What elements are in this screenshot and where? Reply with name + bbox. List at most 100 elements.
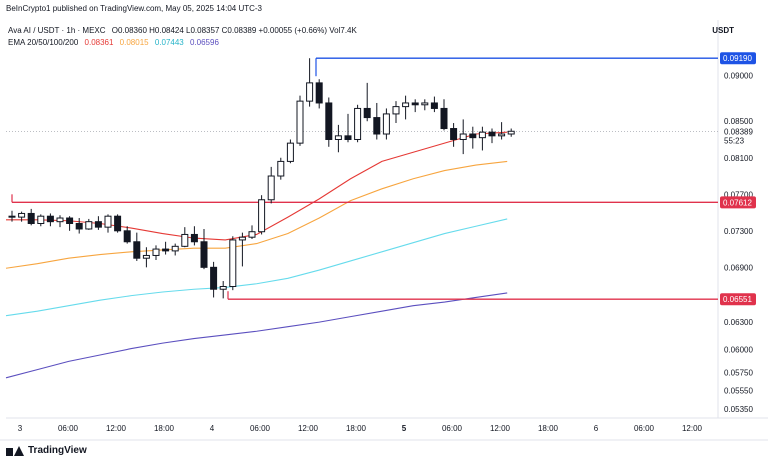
candle-body: [334, 135, 342, 140]
candle-body: [18, 212, 26, 218]
symbol-legend: Ava AI / USDT · 1h · MEXC O0.08360 H0.08…: [8, 26, 361, 35]
ema-line-ema-200: [5, 292, 508, 379]
candle-body: [114, 215, 122, 232]
candle-body: [277, 160, 285, 177]
candle-body: [315, 82, 323, 104]
ema-line-ema-50: [5, 160, 508, 269]
price-level-label: 0.07612: [723, 198, 752, 207]
candle-body: [488, 131, 496, 137]
ema50-value: 0.08015: [119, 38, 149, 47]
candle-body: [296, 100, 304, 144]
candle-body: [306, 82, 314, 102]
y-tick-label: 0.07300: [724, 227, 753, 236]
price-level-tag: [720, 293, 756, 306]
x-tick-label: 6: [594, 424, 599, 433]
ohlc-readout: O0.08360 H0.08424 L0.08357 C0.08389 +0.0…: [111, 26, 357, 35]
candle-body: [66, 217, 74, 224]
x-tick-label: 12:00: [490, 424, 511, 433]
tradingview-brand: TradingView: [28, 445, 87, 456]
y-tick-label: 0.08500: [724, 117, 753, 126]
candle-body: [267, 175, 275, 201]
candle-body: [344, 135, 352, 140]
candle-body: [85, 221, 93, 230]
candle-body: [219, 286, 227, 290]
price-level-tag: [720, 196, 756, 209]
y-tick-label: 0.06300: [724, 318, 753, 327]
ema200-value: 0.06596: [189, 38, 219, 47]
candle-body: [430, 102, 438, 109]
candle-body: [450, 128, 458, 140]
countdown-label: 55:23: [724, 136, 745, 145]
x-tick-label: 3: [18, 424, 23, 433]
x-tick-label: 12:00: [682, 424, 703, 433]
candle-body: [171, 245, 179, 252]
ema-label[interactable]: EMA 20/50/100/200: [8, 38, 79, 47]
last-price-label: 0.08389: [724, 127, 753, 136]
y-tick-label: 0.05350: [724, 405, 753, 414]
ema-line-ema-100: [5, 218, 508, 317]
candle-body: [162, 248, 170, 252]
price-level-label: 0.06551: [723, 295, 752, 304]
candle-body: [478, 131, 486, 139]
candle-body: [354, 107, 362, 140]
x-tick-label: 06:00: [58, 424, 79, 433]
candle-body: [286, 142, 294, 162]
symbol-label[interactable]: Ava AI / USDT · 1h · MEXC: [8, 26, 106, 35]
candle-body: [142, 254, 150, 259]
candle-body: [469, 133, 477, 139]
candle-body: [238, 236, 246, 241]
candle-body: [363, 107, 371, 119]
x-tick-label: 18:00: [154, 424, 175, 433]
y-tick-label: 0.07700: [724, 190, 753, 199]
y-tick-label: 0.05750: [724, 368, 753, 377]
candle-body: [152, 248, 160, 256]
candle-body: [8, 215, 16, 218]
y-tick-label: 0.05550: [724, 387, 753, 396]
ema-legend: EMA 20/50/100/200 0.08361 0.08015 0.0744…: [8, 38, 223, 47]
candle-body: [210, 266, 218, 290]
x-tick-label: 12:00: [106, 424, 127, 433]
candle-body: [325, 102, 333, 140]
candle-body: [459, 133, 467, 140]
candle-body: [181, 233, 189, 247]
candle-body: [104, 215, 112, 228]
candle-body: [27, 212, 35, 224]
x-tick-label: 06:00: [442, 424, 463, 433]
candle-body: [133, 241, 141, 259]
x-tick-label: 18:00: [538, 424, 559, 433]
candle-body: [411, 102, 419, 106]
candle-body: [248, 231, 256, 238]
candle-body: [123, 230, 131, 243]
y-tick-label: 0.09000: [724, 72, 753, 81]
x-tick-label: 06:00: [250, 424, 271, 433]
price-level-tag: [720, 52, 756, 65]
candle-body: [94, 221, 102, 228]
x-tick-label: 5: [402, 424, 407, 433]
candle-body: [382, 113, 390, 135]
candle-body: [507, 130, 515, 135]
candle-body: [402, 102, 410, 108]
tradingview-footer: TradingView: [6, 445, 87, 456]
candle-body: [56, 217, 64, 223]
x-tick-label: 06:00: [634, 424, 655, 433]
candle-body: [37, 215, 45, 224]
ema100-value: 0.07443: [154, 38, 184, 47]
candle-body: [440, 107, 448, 130]
tradingview-logo-icon: [6, 445, 24, 456]
candle-body: [498, 133, 506, 137]
candle-body: [258, 199, 266, 233]
candle-body: [421, 102, 429, 106]
x-tick-label: 18:00: [346, 424, 367, 433]
x-tick-label: 4: [210, 424, 215, 433]
y-tick-label: 0.08100: [724, 154, 753, 163]
y-tick-label: 0.06000: [724, 346, 753, 355]
currency-label: USDT: [712, 26, 734, 35]
ema20-value: 0.08361: [84, 38, 114, 47]
x-tick-label: 12:00: [298, 424, 319, 433]
price-level-label: 0.09190: [723, 54, 752, 63]
candle-body: [190, 233, 198, 243]
candle-body: [373, 117, 381, 135]
candle-body: [229, 239, 237, 288]
candle-body: [392, 106, 400, 115]
